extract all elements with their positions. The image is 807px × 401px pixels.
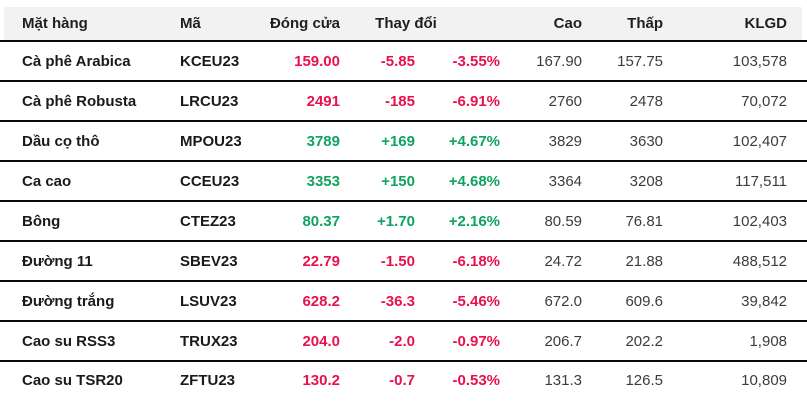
high-price: 167.90 [500, 41, 583, 82]
low-price: 3208 [582, 161, 664, 202]
close-price: 80.37 [245, 201, 340, 242]
high-price: 3364 [500, 161, 583, 202]
table-row: Bông CTEZ23 80.37 +1.70 +2.16% 80.59 76.… [0, 201, 807, 242]
low-price: 202.2 [582, 321, 664, 362]
close-price: 628.2 [245, 281, 340, 322]
change-value: -36.3 [340, 281, 415, 322]
high-price: 24.72 [500, 241, 583, 282]
low-price: 21.88 [582, 241, 664, 282]
column-header-low: Thấp [582, 7, 664, 42]
low-price: 2478 [582, 81, 664, 122]
commodity-name: Dầu cọ thô [0, 121, 160, 162]
table-row: Cao su RSS3 TRUX23 204.0 -2.0 -0.97% 206… [0, 321, 807, 362]
close-price: 3789 [245, 121, 340, 162]
column-header-volume: KLGD [663, 7, 807, 42]
change-value: +150 [340, 161, 415, 202]
trade-volume: 1,908 [663, 321, 807, 362]
trade-volume: 39,842 [663, 281, 807, 322]
low-price: 76.81 [582, 201, 664, 242]
commodity-code: ZFTU23 [180, 372, 236, 389]
change-percent: -0.53% [452, 372, 501, 389]
trade-volume: 103,578 [663, 41, 807, 82]
close-price: 204.0 [245, 321, 340, 362]
commodity-price-table: Mặt hàng Mã Đóng cửa Thay đổi Cao Thấp K… [0, 7, 807, 399]
close-price: 22.79 [245, 241, 340, 282]
high-price: 3829 [500, 121, 583, 162]
column-header-high: Cao [500, 7, 583, 42]
commodity-code: LRCU23 [160, 81, 245, 122]
close-price: 159.00 [245, 41, 340, 82]
change-percent: -6.91% [415, 81, 501, 122]
commodity-name: Cao su RSS3 [0, 321, 160, 362]
commodity-name: Bông [0, 201, 160, 242]
commodity-name: Cà phê Robusta [0, 81, 160, 122]
close-price: 3353 [245, 161, 340, 202]
trade-volume: 70,072 [663, 81, 807, 122]
column-header-close: Đóng cửa [245, 7, 340, 42]
table-row: Dầu cọ thô MPOU23 3789 +169 +4.67% 3829 … [0, 121, 807, 162]
commodity-code: SBEV23 [160, 241, 245, 282]
close-price: 130.2 [302, 372, 340, 389]
commodity-name: Ca cao [0, 161, 160, 202]
change-percent: +2.16% [415, 201, 501, 242]
table-body: Cà phê Arabica KCEU23 159.00 -5.85 -3.55… [0, 41, 807, 399]
high-price: 206.7 [500, 321, 583, 362]
change-value: -1.50 [340, 241, 415, 282]
commodity-code: TRUX23 [160, 321, 245, 362]
table-row: Đường 11 SBEV23 22.79 -1.50 -6.18% 24.72… [0, 241, 807, 282]
commodity-code: MPOU23 [160, 121, 245, 162]
header-row: Mặt hàng Mã Đóng cửa Thay đổi Cao Thấp K… [0, 7, 807, 42]
low-price: 3630 [582, 121, 664, 162]
change-value: -5.85 [340, 41, 415, 82]
column-header-code: Mã [160, 7, 245, 42]
change-percent: -0.97% [415, 321, 501, 362]
change-percent: -3.55% [415, 41, 501, 82]
high-price: 131.3 [544, 372, 583, 389]
high-price: 672.0 [500, 281, 583, 322]
commodity-name: Cao su TSR20 [22, 372, 123, 389]
table-row: Cà phê Robusta LRCU23 2491 -185 -6.91% 2… [0, 81, 807, 122]
low-price: 609.6 [582, 281, 664, 322]
change-percent: -6.18% [415, 241, 501, 282]
high-price: 2760 [500, 81, 583, 122]
commodity-name: Cà phê Arabica [0, 41, 160, 82]
table-row: Cà phê Arabica KCEU23 159.00 -5.85 -3.55… [0, 41, 807, 82]
commodity-code: CTEZ23 [160, 201, 245, 242]
change-value: -185 [340, 81, 415, 122]
commodity-name: Đường trắng [0, 281, 160, 322]
table-row: Cao su TSR20 ZFTU23 130.2 -0.7 -0.53% 13… [0, 361, 807, 399]
close-price: 2491 [245, 81, 340, 122]
trade-volume: 102,403 [663, 201, 807, 242]
table-row: Ca cao CCEU23 3353 +150 +4.68% 3364 3208… [0, 161, 807, 202]
change-percent: +4.67% [415, 121, 501, 162]
table-header: Mặt hàng Mã Đóng cửa Thay đổi Cao Thấp K… [0, 7, 807, 42]
table-row: Đường trắng LSUV23 628.2 -36.3 -5.46% 67… [0, 281, 807, 322]
change-value: +169 [340, 121, 415, 162]
trade-volume: 10,809 [741, 372, 788, 389]
commodity-code: CCEU23 [160, 161, 245, 202]
change-percent: -5.46% [415, 281, 501, 322]
trade-volume: 488,512 [663, 241, 807, 282]
high-price: 80.59 [500, 201, 583, 242]
commodity-code: LSUV23 [160, 281, 245, 322]
trade-volume: 117,511 [663, 161, 807, 202]
column-header-change: Thay đổi [340, 7, 501, 42]
column-header-item: Mặt hàng [0, 7, 160, 42]
trade-volume: 102,407 [663, 121, 807, 162]
change-value: +1.70 [340, 201, 415, 242]
change-value: -2.0 [340, 321, 415, 362]
commodity-code: KCEU23 [160, 41, 245, 82]
change-value: -0.7 [389, 372, 415, 389]
change-percent: +4.68% [415, 161, 501, 202]
low-price: 126.5 [625, 372, 664, 389]
commodity-name: Đường 11 [0, 241, 160, 282]
low-price: 157.75 [582, 41, 664, 82]
